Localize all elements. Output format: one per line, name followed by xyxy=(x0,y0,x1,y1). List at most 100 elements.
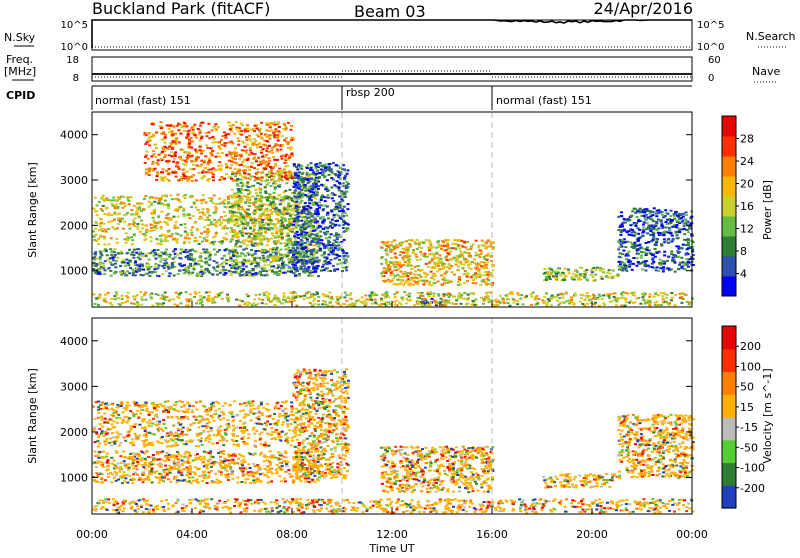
echo-cell xyxy=(303,227,306,229)
echo-cell xyxy=(324,188,327,190)
echo-cell xyxy=(123,202,126,204)
echo-cell xyxy=(141,227,144,229)
echo-cell xyxy=(119,271,122,273)
echo-cell xyxy=(303,186,306,188)
echo-cell xyxy=(688,226,691,228)
echo-cell xyxy=(474,277,477,279)
echo-cell xyxy=(266,214,269,216)
echo-cell xyxy=(184,231,187,233)
echo-cell xyxy=(207,230,210,232)
echo-cell xyxy=(249,147,252,149)
echo-cell xyxy=(332,265,335,267)
echo-cell xyxy=(685,211,688,213)
echo-cell xyxy=(634,242,637,244)
echo-cell xyxy=(327,189,330,191)
echo-cell xyxy=(187,154,190,156)
echo-cell xyxy=(160,121,163,123)
echo-cell xyxy=(667,256,670,258)
echo-cell xyxy=(262,159,265,161)
echo-cell xyxy=(208,256,211,258)
echo-cell xyxy=(270,202,273,204)
echo-cell xyxy=(190,176,193,178)
echo-cell xyxy=(636,249,639,251)
echo-cell xyxy=(120,251,123,253)
echo-cell xyxy=(640,257,643,259)
echo-cell xyxy=(199,125,202,127)
echo-cell xyxy=(302,180,305,182)
echo-cell xyxy=(179,252,182,254)
echo-cell xyxy=(564,268,567,270)
echo-cell xyxy=(257,233,260,235)
echo-cell xyxy=(133,249,136,251)
echo-cell xyxy=(213,138,216,140)
echo-cell xyxy=(239,174,242,176)
echo-cell xyxy=(164,292,167,294)
echo-cell xyxy=(211,155,214,157)
echo-cell xyxy=(407,262,410,264)
echo-cell xyxy=(190,137,193,139)
echo-cell xyxy=(199,140,202,142)
echo-cell xyxy=(293,221,296,223)
echo-cell xyxy=(212,174,215,176)
echo-cell xyxy=(385,259,388,261)
echo-cell xyxy=(122,259,125,261)
echo-cell xyxy=(295,172,298,174)
echo-cell xyxy=(687,266,690,268)
echo-cell xyxy=(154,222,157,224)
echo-cell xyxy=(307,250,310,252)
echo-cell xyxy=(220,216,223,218)
echo-cell xyxy=(250,175,253,177)
echo-cell xyxy=(611,277,614,279)
echo-cell xyxy=(295,187,298,189)
echo-cell xyxy=(371,303,374,305)
echo-cell xyxy=(278,184,281,186)
echo-cell xyxy=(218,156,221,158)
echo-cell xyxy=(231,215,234,217)
echo-cell xyxy=(99,256,102,258)
echo-cell xyxy=(429,241,432,243)
echo-cell xyxy=(235,243,238,245)
echo-cell xyxy=(644,218,647,220)
echo-cell xyxy=(345,269,348,271)
echo-cell xyxy=(177,216,180,218)
echo-cell xyxy=(201,217,204,219)
echo-cell xyxy=(617,216,620,218)
echo-cell xyxy=(617,248,620,250)
echo-cell xyxy=(256,182,259,184)
echo-cell xyxy=(277,251,280,253)
echo-cell xyxy=(328,249,331,251)
echo-cell xyxy=(144,143,147,145)
echo-cell xyxy=(339,173,342,175)
echo-cell xyxy=(288,238,291,240)
echo-cell xyxy=(174,224,177,226)
echo-cell xyxy=(317,238,320,240)
echo-cell xyxy=(431,258,434,260)
echo-cell xyxy=(284,190,287,192)
echo-cell xyxy=(258,198,261,200)
echo-cell xyxy=(550,304,553,306)
echo-cell xyxy=(226,207,229,209)
echo-cell xyxy=(238,158,241,160)
echo-cell xyxy=(105,249,108,251)
echo-cell xyxy=(246,166,249,168)
echo-cell xyxy=(516,300,519,302)
echo-cell xyxy=(168,180,171,182)
echo-cell xyxy=(270,130,273,132)
echo-cell xyxy=(223,255,226,257)
echo-cell xyxy=(269,248,272,250)
echo-cell xyxy=(659,234,662,236)
echo-cell xyxy=(161,265,164,267)
echo-cell xyxy=(467,294,470,296)
echo-cell xyxy=(420,254,423,256)
echo-cell xyxy=(584,274,587,276)
echo-cell xyxy=(317,265,320,267)
echo-cell xyxy=(184,237,187,239)
echo-cell xyxy=(295,166,298,168)
echo-cell xyxy=(156,275,159,277)
echo-cell xyxy=(596,298,599,300)
echo-cell xyxy=(313,253,316,255)
echo-cell xyxy=(287,143,290,145)
echo-cell xyxy=(624,266,627,268)
echo-cell xyxy=(184,160,187,162)
echo-cell xyxy=(253,234,256,236)
